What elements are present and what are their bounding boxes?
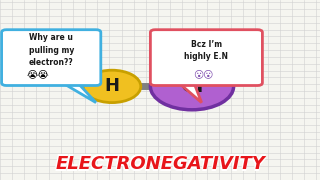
Text: ELECTRONEGATIVITY: ELECTRONEGATIVITY: [54, 153, 264, 171]
Text: ELECTRONEGATIVITY: ELECTRONEGATIVITY: [56, 153, 266, 171]
Text: Bcz I’m
highly E.N: Bcz I’m highly E.N: [184, 40, 228, 61]
FancyBboxPatch shape: [2, 30, 101, 86]
Circle shape: [150, 63, 234, 110]
FancyBboxPatch shape: [150, 30, 262, 86]
Polygon shape: [61, 82, 96, 103]
Text: ELECTRONEGATIVITY: ELECTRONEGATIVITY: [56, 157, 266, 175]
Text: ELECTRONEGATIVITY: ELECTRONEGATIVITY: [54, 157, 264, 175]
Polygon shape: [178, 82, 202, 103]
Circle shape: [83, 70, 141, 103]
Text: Cl: Cl: [181, 76, 203, 96]
Text: Why are u
pulling my
electron??: Why are u pulling my electron??: [28, 33, 74, 67]
Text: ELECTRONEGATIVITY: ELECTRONEGATIVITY: [55, 155, 265, 173]
Text: ELECTRONEGATIVITY: ELECTRONEGATIVITY: [54, 155, 264, 173]
Text: ELECTRONEGATIVITY: ELECTRONEGATIVITY: [55, 157, 265, 175]
Text: 😮😮: 😮😮: [193, 69, 213, 79]
Text: 😭😭: 😭😭: [27, 69, 50, 79]
Text: ELECTRONEGATIVITY: ELECTRONEGATIVITY: [55, 153, 265, 171]
Text: ELECTRONEGATIVITY: ELECTRONEGATIVITY: [56, 155, 266, 173]
Text: H: H: [105, 77, 119, 95]
